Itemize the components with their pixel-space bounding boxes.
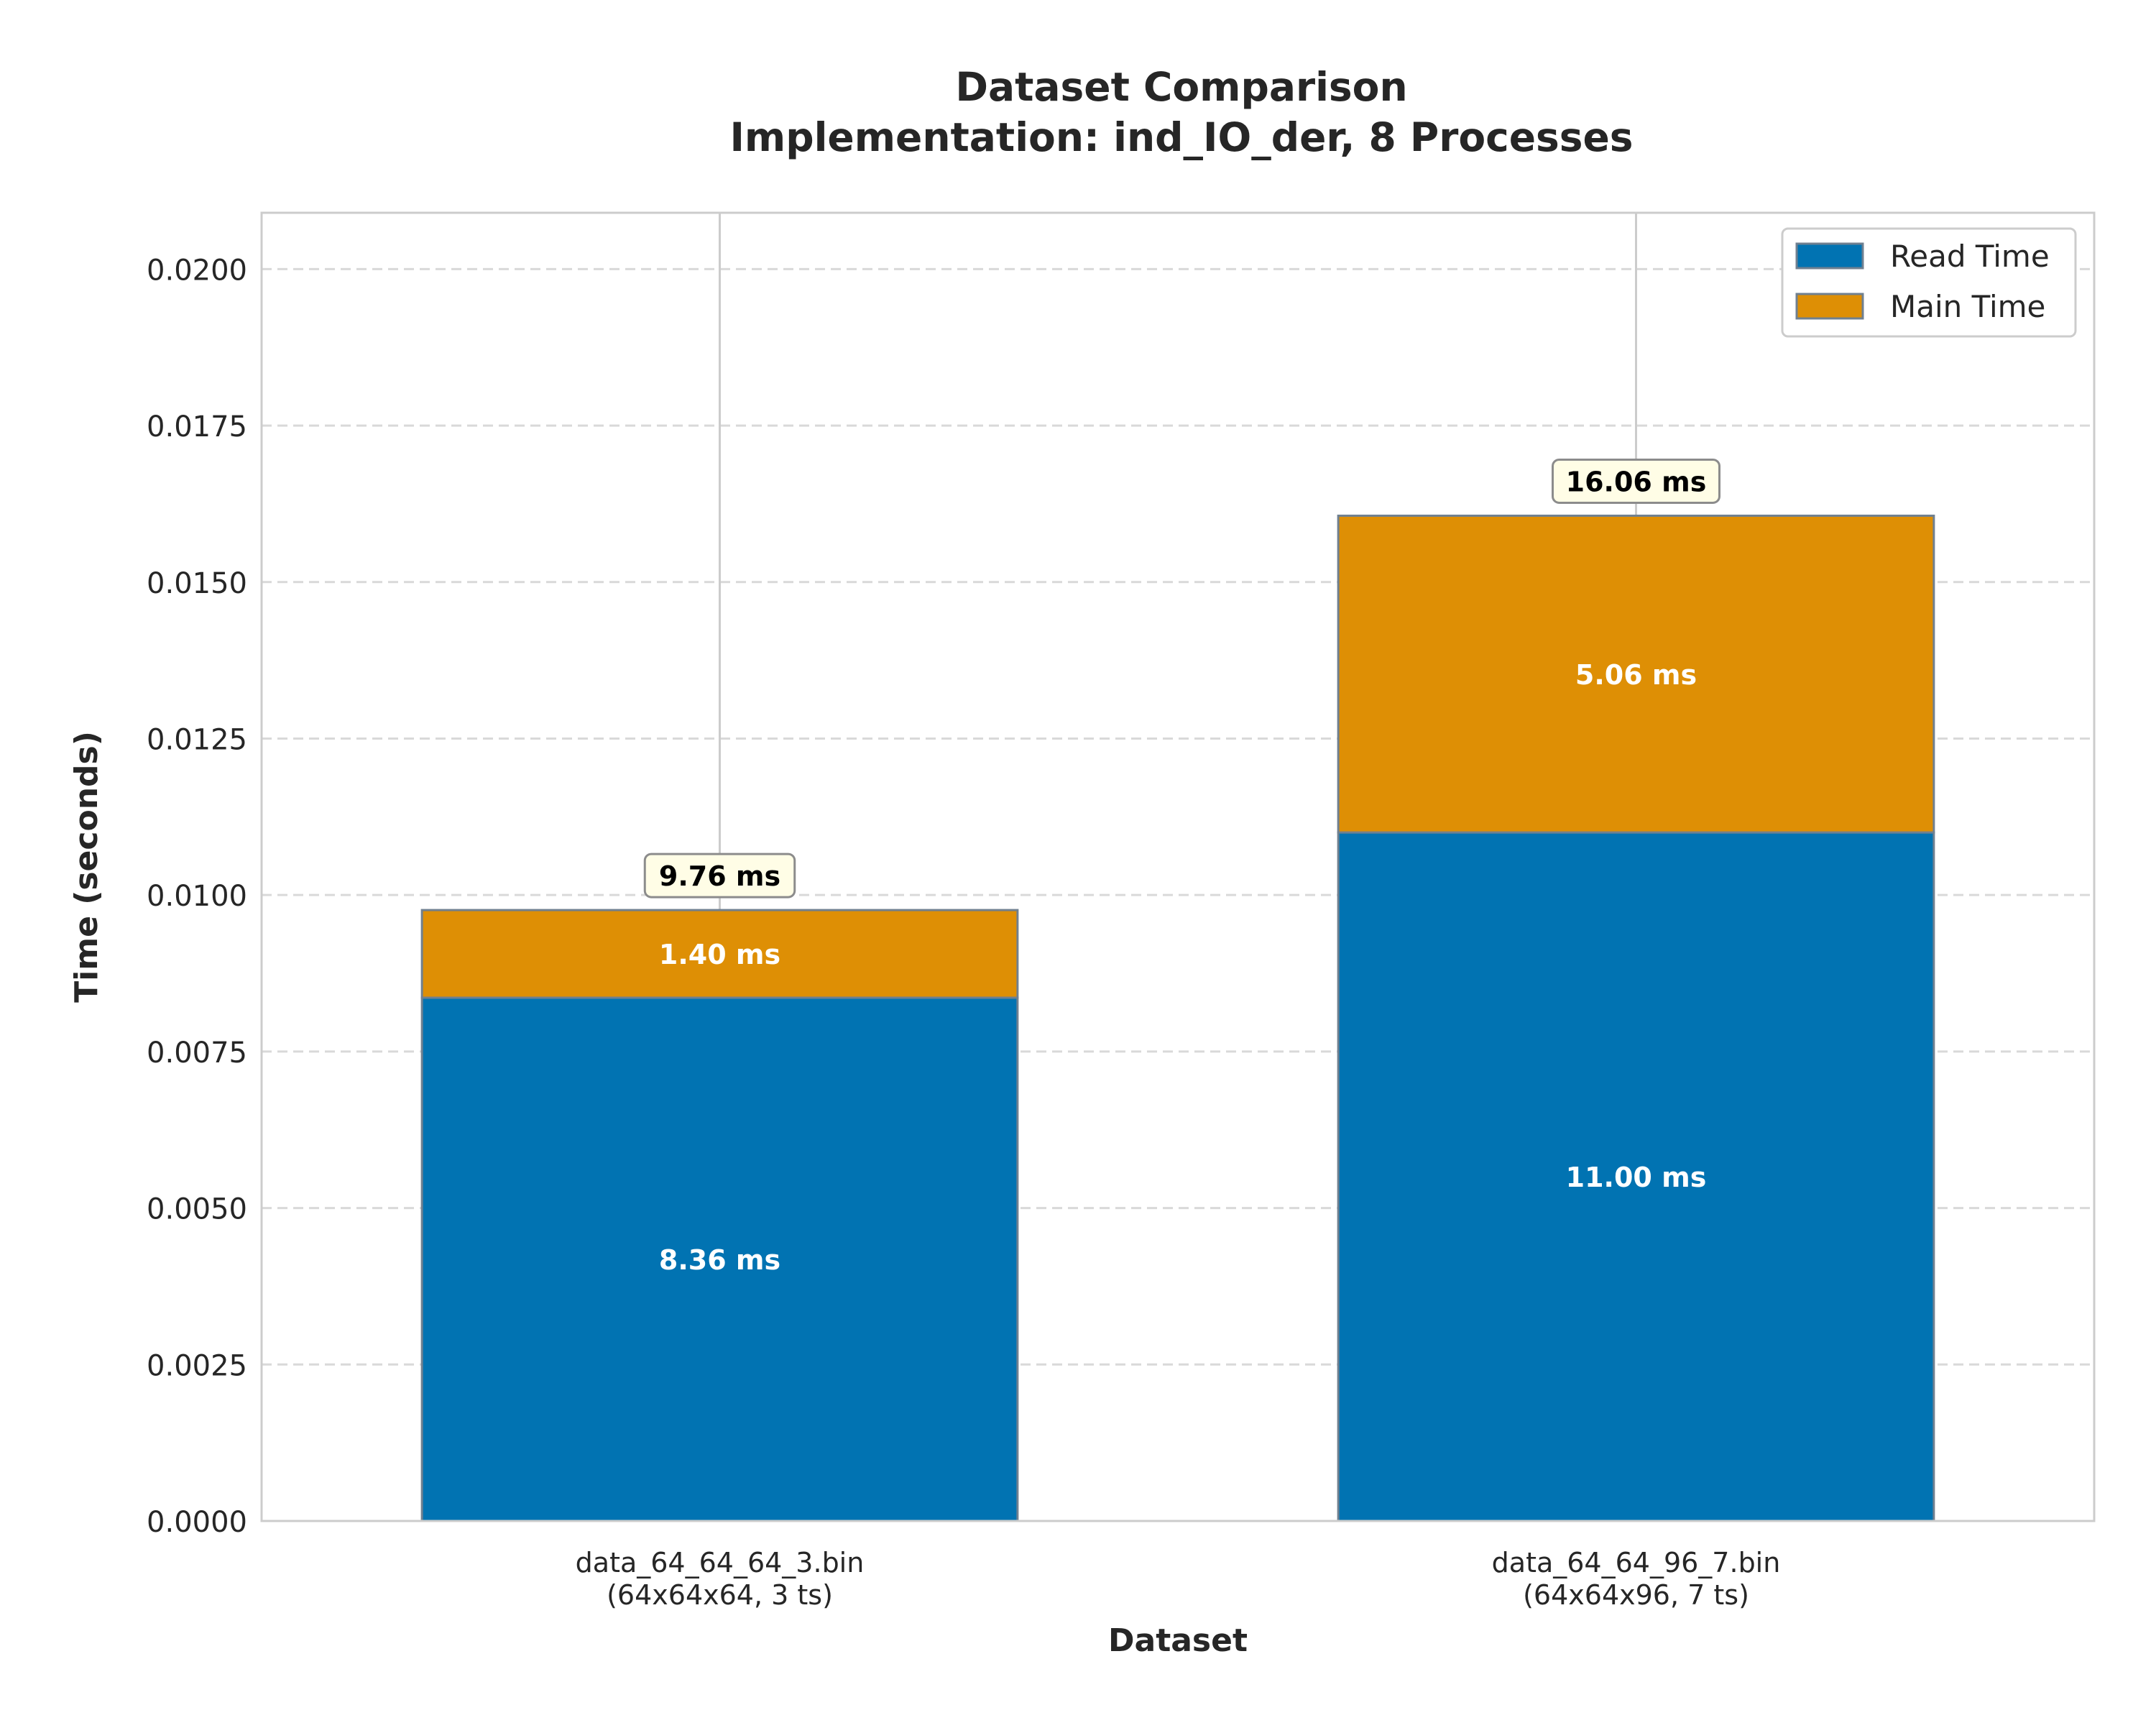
total-label: 16.06 ms bbox=[1566, 466, 1707, 497]
y-tick-label: 0.0000 bbox=[147, 1506, 247, 1539]
bar-read-time bbox=[420, 996, 1019, 1522]
x-tick-label: data_64_64_96_7.bin bbox=[1492, 1547, 1781, 1578]
plot-frame bbox=[260, 211, 2096, 1522]
x-tick-label: data_64_64_64_3.bin bbox=[576, 1547, 865, 1578]
y-tick-label: 0.0150 bbox=[147, 567, 247, 600]
x-tick-sublabel: (64x64x96, 7 ts) bbox=[1523, 1579, 1749, 1611]
bar-value-label: 5.06 ms bbox=[1575, 659, 1697, 691]
legend-swatch bbox=[1795, 293, 1864, 320]
legend-label: Main Time bbox=[1890, 289, 2045, 324]
y-tick-label: 0.0175 bbox=[147, 410, 247, 444]
x-tick-sublabel: (64x64x64, 3 ts) bbox=[607, 1579, 833, 1611]
total-label-box bbox=[1552, 458, 1720, 504]
y-tick-label: 0.0075 bbox=[147, 1037, 247, 1070]
x-axis-label: Dataset bbox=[1108, 1622, 1248, 1659]
y-axis-label: Time (seconds) bbox=[68, 731, 105, 1003]
bar-main-time bbox=[1337, 514, 1935, 834]
bar-main-time bbox=[420, 909, 1019, 999]
y-tick-label: 0.0050 bbox=[147, 1193, 247, 1226]
total-label: 9.76 ms bbox=[659, 860, 780, 892]
y-tick-label: 0.0200 bbox=[147, 254, 247, 287]
chart-subtitle: Implementation: ind_IO_der, 8 Processes bbox=[729, 114, 1633, 160]
chart-title: Dataset Comparison bbox=[955, 64, 1407, 110]
legend-swatch bbox=[1795, 242, 1864, 270]
total-label-box bbox=[643, 852, 796, 899]
y-tick-label: 0.0025 bbox=[147, 1349, 247, 1382]
y-tick-label: 0.0100 bbox=[147, 880, 247, 913]
legend-label: Read Time bbox=[1890, 239, 2050, 274]
bar-value-label: 1.40 ms bbox=[659, 939, 780, 970]
bar-value-label: 11.00 ms bbox=[1566, 1162, 1707, 1193]
bar-value-label: 8.36 ms bbox=[659, 1244, 780, 1276]
y-tick-label: 0.0125 bbox=[147, 723, 247, 756]
